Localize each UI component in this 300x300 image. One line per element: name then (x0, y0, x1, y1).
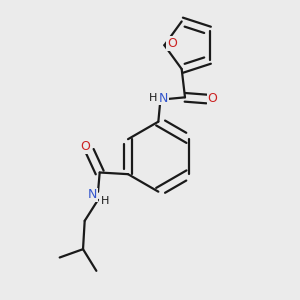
Text: O: O (80, 140, 90, 153)
Text: H: H (148, 93, 157, 103)
Text: O: O (167, 37, 177, 50)
Text: N: N (88, 188, 98, 201)
Text: O: O (208, 92, 218, 106)
Text: N: N (159, 92, 168, 105)
Text: H: H (101, 196, 110, 206)
